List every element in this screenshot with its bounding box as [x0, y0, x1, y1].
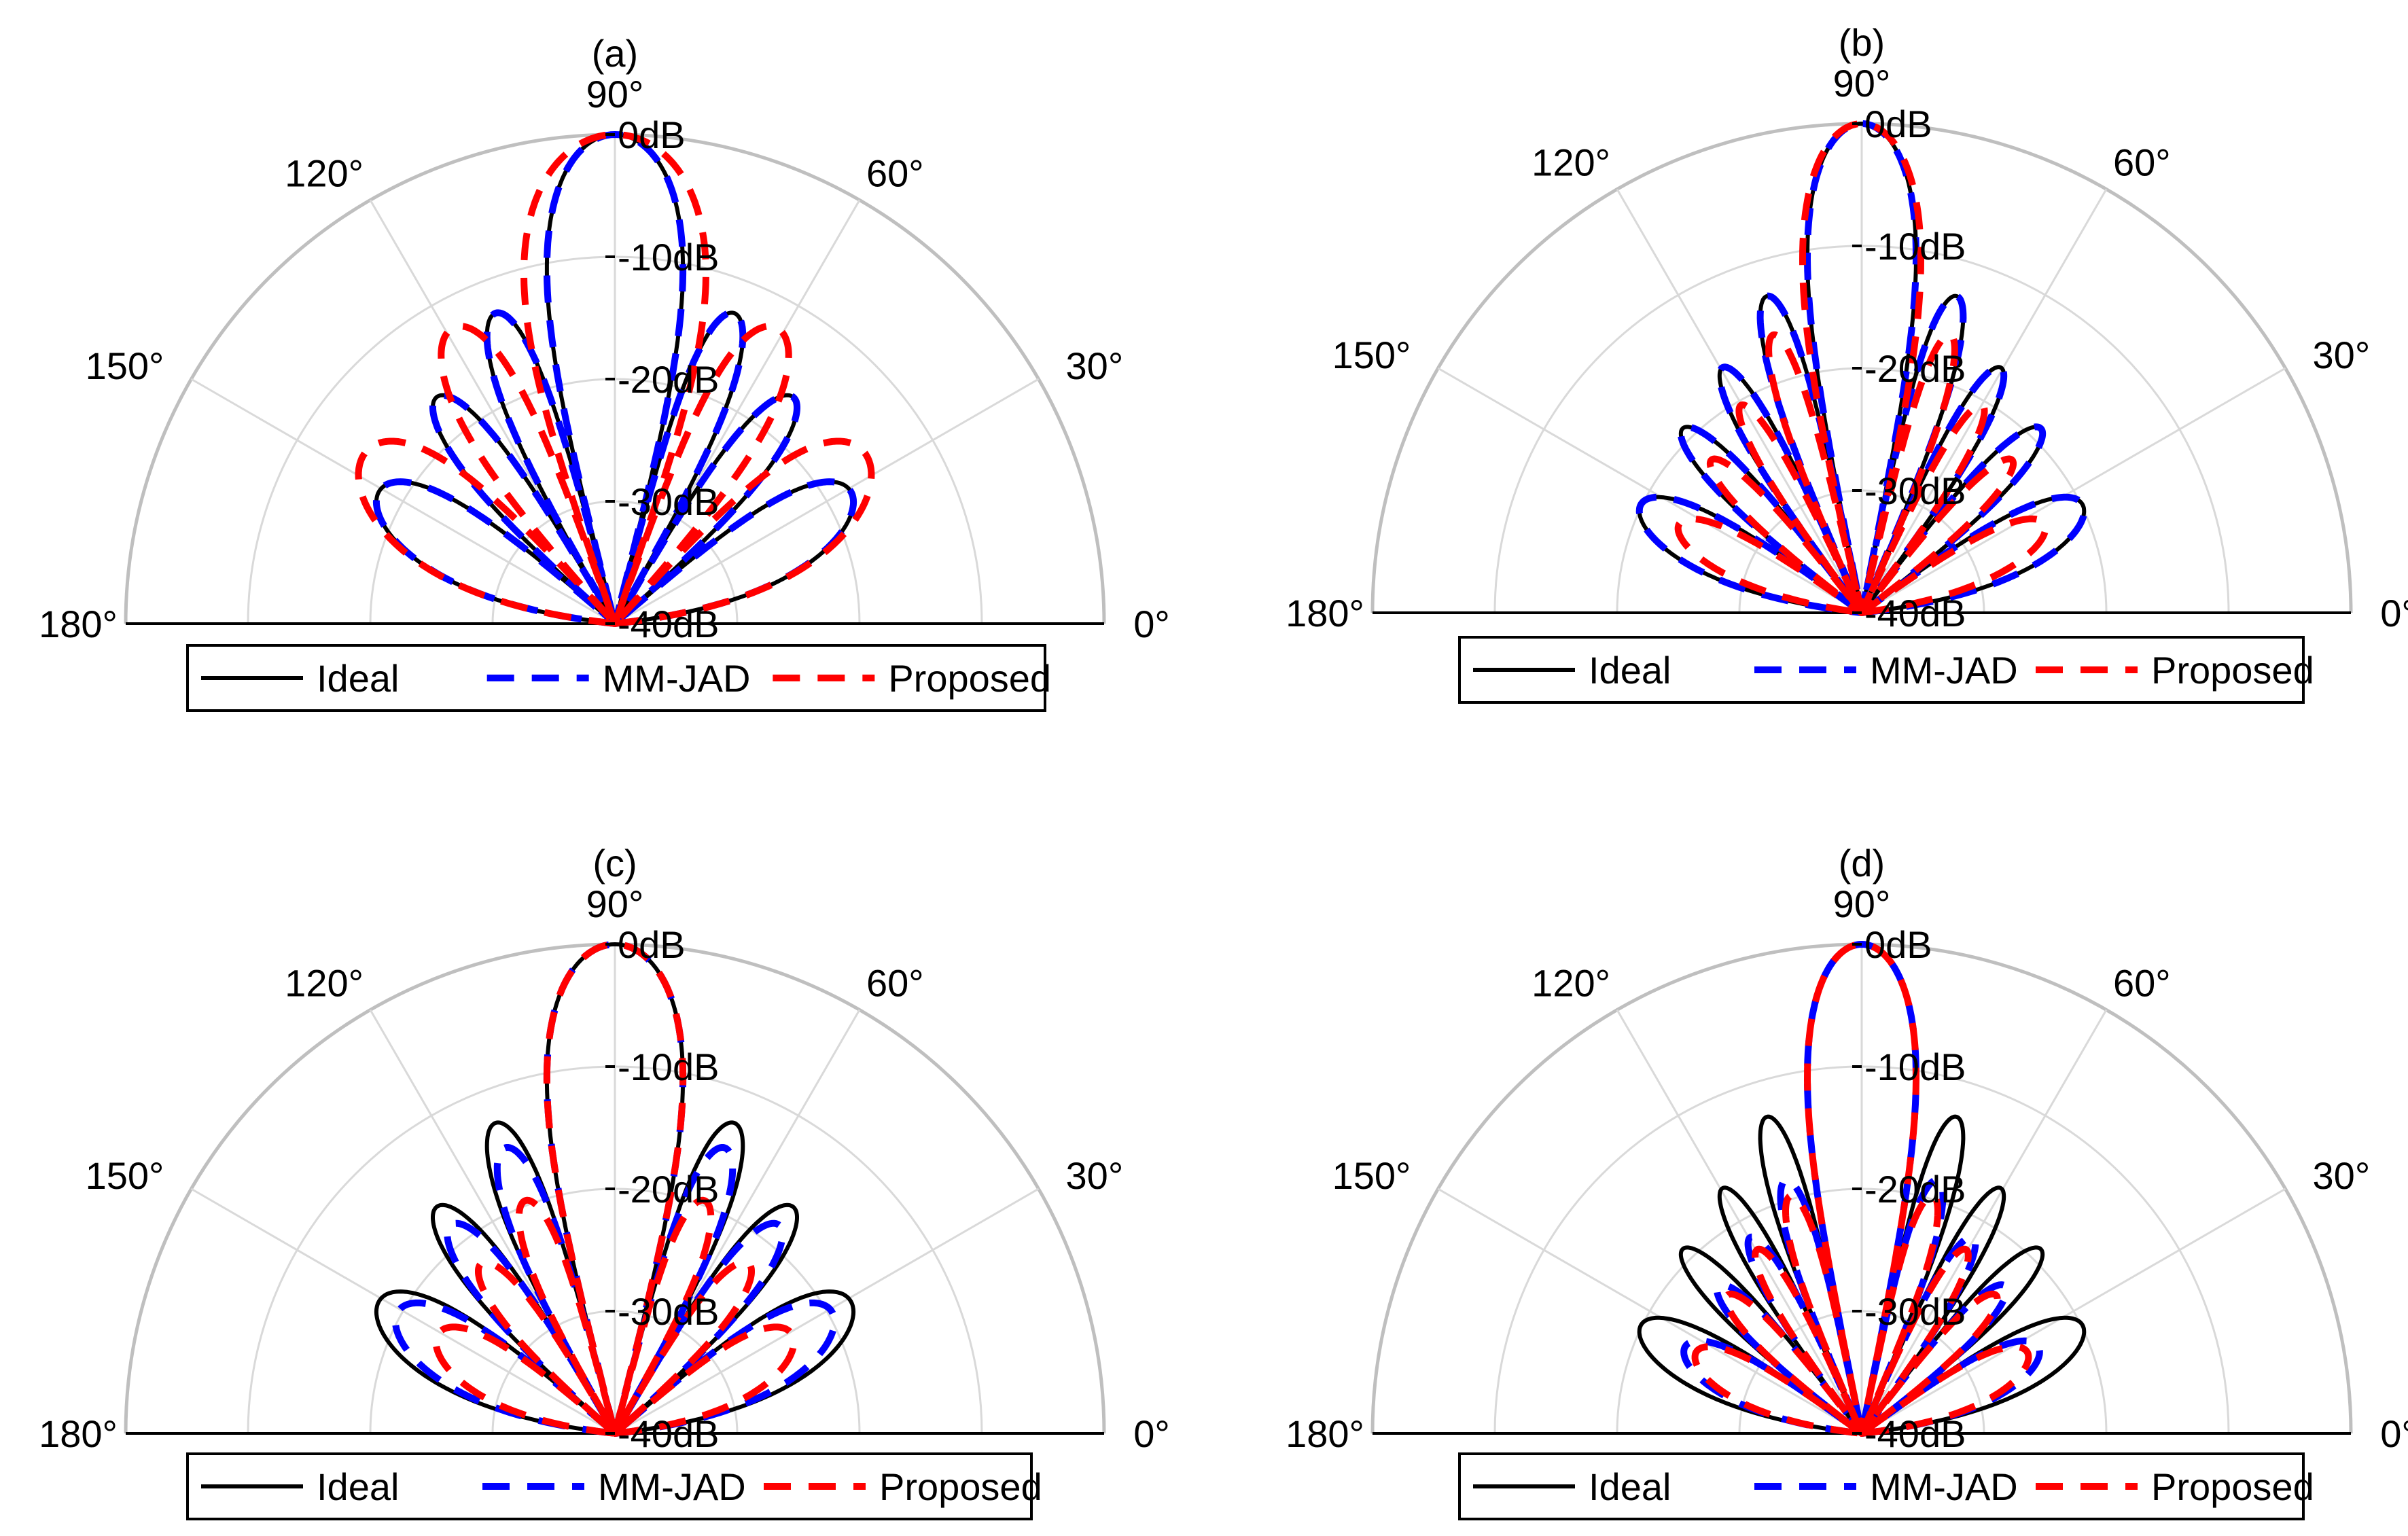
- angle-tick-label: 120°: [1531, 961, 1610, 1004]
- angle-tick-label: 30°: [1066, 1154, 1124, 1197]
- legend-label: Proposed: [2151, 649, 2314, 692]
- r-tick-label: 0dB: [618, 923, 686, 966]
- legend-label: Ideal: [1589, 1465, 1671, 1508]
- angle-tick-label: 120°: [285, 151, 364, 194]
- legend-box: [1458, 636, 2305, 704]
- series-proposed: [1674, 120, 2049, 616]
- angle-tick-label: 60°: [866, 961, 924, 1004]
- angle-tick-label: 0°: [2380, 1412, 2408, 1455]
- legend-label: Ideal: [317, 1465, 399, 1508]
- angle-tick-label: 150°: [1332, 1154, 1411, 1197]
- angle-tick-label: 30°: [2313, 334, 2371, 376]
- r-tick-label: -10dB: [618, 1046, 719, 1088]
- angle-tick-label: 90°: [1833, 882, 1891, 925]
- grid-spoke: [1616, 188, 1863, 613]
- angle-tick-label: 150°: [1332, 334, 1411, 376]
- angle-tick-label: 90°: [1833, 62, 1891, 105]
- angle-tick-label: 90°: [586, 882, 644, 925]
- r-tick-label: -10dB: [618, 236, 719, 279]
- grid-spoke: [614, 1187, 1040, 1435]
- legend-label: MM-JAD: [1870, 649, 2018, 692]
- legend-label: MM-JAD: [603, 657, 751, 700]
- angle-tick-label: 150°: [86, 1154, 164, 1197]
- legend: Ideal MM-JAD Proposed: [186, 644, 1051, 712]
- r-tick-label: -30dB: [1864, 1290, 1966, 1333]
- legend-box: [1458, 1452, 2305, 1520]
- legend-box: [186, 644, 1046, 712]
- legend-label: MM-JAD: [598, 1465, 746, 1508]
- r-tick-label: -30dB: [618, 1290, 719, 1333]
- series-mmjad: [392, 941, 838, 1437]
- grid-spoke: [1861, 1187, 2286, 1435]
- r-tick-label: -40dB: [618, 603, 719, 645]
- polar-panel-a: 0dB -10dB -20dB -30dB -40dB 0° 30° 60° 90° 120° 15…: [39, 32, 1170, 712]
- angle-tick-label: 180°: [39, 1412, 118, 1455]
- angle-tick-label: 90°: [586, 73, 644, 115]
- grid-spoke: [1860, 1009, 2108, 1434]
- grid-spoke: [1437, 367, 1862, 614]
- angle-tick-label: 30°: [2313, 1154, 2371, 1197]
- r-tick-label: -40dB: [618, 1412, 719, 1455]
- angle-tick-label: 180°: [1286, 1412, 1364, 1455]
- r-tick-label: -10dB: [1864, 225, 1966, 268]
- polar-panel-d: 0dB -10dB -20dB -30dB -40dB 0° 30° 60° 90° 120° 15…: [1286, 842, 2408, 1520]
- legend-label: Ideal: [317, 657, 399, 700]
- r-tick-label: 0dB: [1864, 923, 1932, 966]
- grid-spoke: [1860, 188, 2108, 613]
- angle-tick-label: 150°: [86, 344, 164, 387]
- r-tick-label: -20dB: [1864, 347, 1966, 390]
- panel-title: (d): [1839, 842, 1885, 885]
- r-tick-label: -20dB: [618, 1168, 719, 1211]
- legend-label: Ideal: [1589, 649, 1671, 692]
- r-tick-label: -40dB: [1864, 1412, 1966, 1455]
- angle-tick-label: 60°: [866, 151, 924, 194]
- grid-spoke: [190, 1187, 616, 1435]
- legend-label: Proposed: [2151, 1465, 2314, 1508]
- panel-title: (b): [1839, 21, 1885, 64]
- polar-panel-c: 0dB -10dB -20dB -30dB -40dB 0° 30° 60° 90° 120° 15…: [39, 842, 1170, 1520]
- panel-title: (c): [592, 842, 637, 885]
- r-tick-label: -20dB: [1864, 1168, 1966, 1211]
- legend-label: Proposed: [879, 1465, 1042, 1508]
- legend-label: Proposed: [888, 657, 1051, 700]
- angle-tick-label: 60°: [2113, 141, 2171, 183]
- angle-tick-label: 120°: [1531, 141, 1610, 183]
- legend: Ideal MM-JAD Proposed: [186, 1452, 1042, 1520]
- legend: Ideal MM-JAD Proposed: [1458, 636, 2314, 704]
- r-tick-label: 0dB: [1864, 103, 1932, 145]
- series-proposed: [432, 941, 798, 1437]
- legend-box: [186, 1452, 1033, 1520]
- angle-tick-label: 180°: [1286, 592, 1364, 635]
- grid-spoke: [614, 378, 1040, 625]
- r-tick-label: 0dB: [618, 113, 686, 156]
- series-proposed: [355, 131, 875, 627]
- polar-panel-b: 0dB -10dB -20dB -30dB -40dB 0° 30° 60° 90° 120° 15…: [1286, 21, 2408, 704]
- series-mmjad: [1635, 120, 2088, 616]
- r-tick-label: -10dB: [1864, 1046, 1966, 1088]
- r-tick-label: -40dB: [1864, 592, 1966, 635]
- grid-spoke: [1437, 1187, 1862, 1435]
- legend: Ideal MM-JAD Proposed: [1458, 1452, 2314, 1520]
- panel-title: (a): [592, 32, 638, 75]
- r-tick-label: -20dB: [618, 358, 719, 401]
- angle-tick-label: 180°: [39, 603, 118, 645]
- grid-spoke: [1616, 1009, 1863, 1434]
- angle-tick-label: 0°: [1133, 603, 1170, 645]
- r-tick-label: -30dB: [618, 480, 719, 523]
- r-tick-label: -30dB: [1864, 469, 1966, 512]
- angle-tick-label: 30°: [1066, 344, 1124, 387]
- angle-tick-label: 120°: [285, 961, 364, 1004]
- angle-tick-label: 0°: [2380, 592, 2408, 635]
- legend-label: MM-JAD: [1870, 1465, 2018, 1508]
- grid-spoke: [1861, 367, 2286, 614]
- angle-tick-label: 60°: [2113, 961, 2171, 1004]
- grid-spoke: [190, 378, 616, 625]
- angle-tick-label: 0°: [1133, 1412, 1170, 1455]
